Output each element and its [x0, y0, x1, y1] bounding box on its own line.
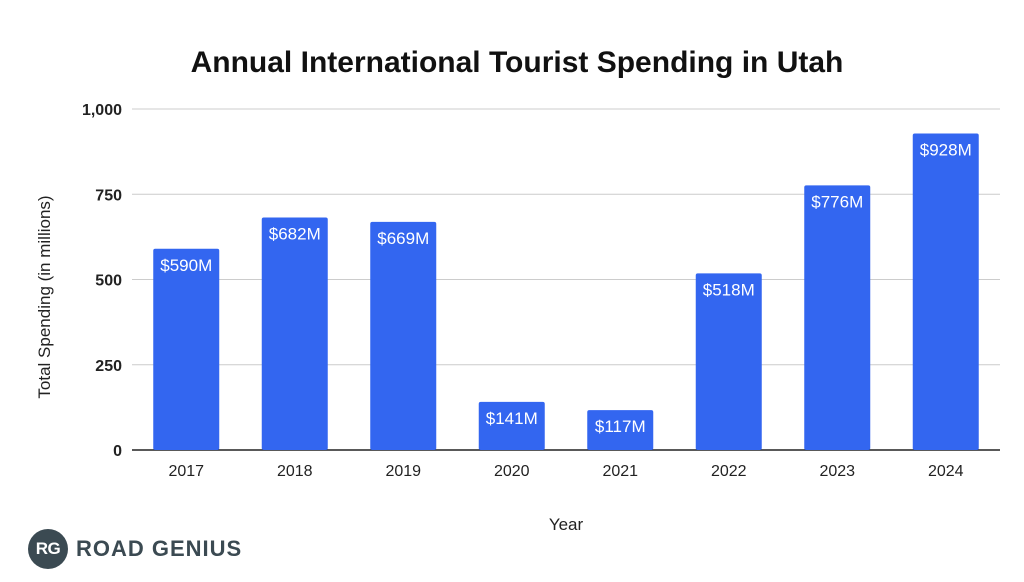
- data-label: $682M: [269, 224, 321, 243]
- x-tick-label: 2024: [928, 463, 964, 480]
- x-tick-label: 2022: [711, 463, 747, 480]
- x-tick-label: 2017: [168, 463, 204, 480]
- x-tick-label: 2021: [602, 463, 638, 480]
- data-label: $518M: [703, 280, 755, 299]
- y-tick-label: 750: [95, 187, 122, 204]
- x-axis-ticks: 2017 2018 2019 2020 2021 2022 2023 2024: [168, 463, 963, 480]
- chart-title: Annual International Tourist Spending in…: [191, 46, 844, 79]
- y-tick-label: 250: [95, 358, 122, 375]
- bar-2024: [912, 133, 979, 450]
- logo-text: ROAD GENIUS: [76, 536, 243, 561]
- data-label: $590M: [160, 256, 212, 275]
- logo-badge: RG: [28, 529, 68, 569]
- y-tick-label: 0: [113, 443, 122, 460]
- data-labels: $590M $682M $669M $141M $117M $518M $776M $928M: [160, 141, 971, 437]
- bar-2021: [587, 410, 654, 450]
- data-label: $141M: [486, 409, 538, 428]
- road-genius-logo: RG ROAD GENIUS: [28, 529, 242, 569]
- bar-2023: [804, 185, 871, 450]
- data-label: $117M: [595, 417, 646, 436]
- data-label: $776M: [811, 192, 863, 211]
- y-tick-label: 1,000: [82, 102, 122, 119]
- data-label: $669M: [377, 229, 429, 248]
- x-tick-label: 2023: [819, 463, 855, 480]
- x-axis-label: Year: [549, 515, 584, 534]
- data-label: $928M: [920, 141, 972, 160]
- y-axis-ticks: 0 250 500 750 1,000: [82, 102, 122, 460]
- x-tick-label: 2018: [277, 463, 313, 480]
- bar-2018: [261, 217, 328, 450]
- bar-2017: [153, 248, 220, 450]
- bar-2020: [478, 401, 545, 450]
- bar-2019: [370, 221, 437, 450]
- x-tick-label: 2020: [494, 463, 530, 480]
- x-tick-label: 2019: [385, 463, 421, 480]
- y-axis-label: Total Spending (in millions): [35, 195, 54, 398]
- y-tick-label: 500: [95, 273, 122, 290]
- bar-2022: [695, 273, 762, 450]
- bars: [153, 133, 979, 450]
